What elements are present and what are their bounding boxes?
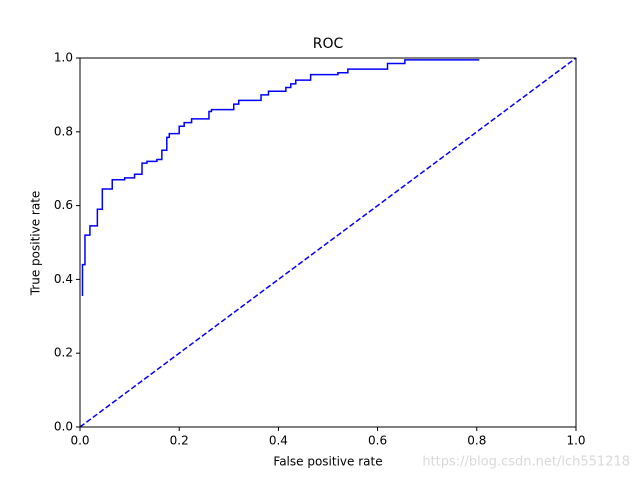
y-tick-label: 1.0 [54, 51, 73, 65]
x-tick-label: 0.4 [269, 434, 288, 448]
y-tick-label: 0.6 [54, 198, 73, 212]
y-tick-label: 0.2 [54, 346, 73, 360]
plot-frame [79, 57, 577, 428]
y-tick-label: 0.4 [54, 272, 73, 286]
x-tick-label: 0.8 [467, 434, 486, 448]
x-axis-label: False positive rate [273, 455, 382, 469]
y-axis-label: True positive rate [29, 191, 43, 297]
watermark: https://blog.csdn.net/lch551218 [422, 455, 630, 470]
y-tick-label: 0.8 [54, 124, 73, 138]
roc-line [79, 57, 577, 428]
x-tick-label: 0.0 [70, 434, 89, 448]
x-tick-label: 1.0 [566, 434, 585, 448]
chart-title: ROC [313, 36, 344, 52]
roc-line [81, 59, 480, 297]
x-tick-label: 0.2 [170, 434, 189, 448]
y-tick-label: 0.0 [54, 420, 73, 434]
x-tick-label: 0.6 [368, 434, 387, 448]
